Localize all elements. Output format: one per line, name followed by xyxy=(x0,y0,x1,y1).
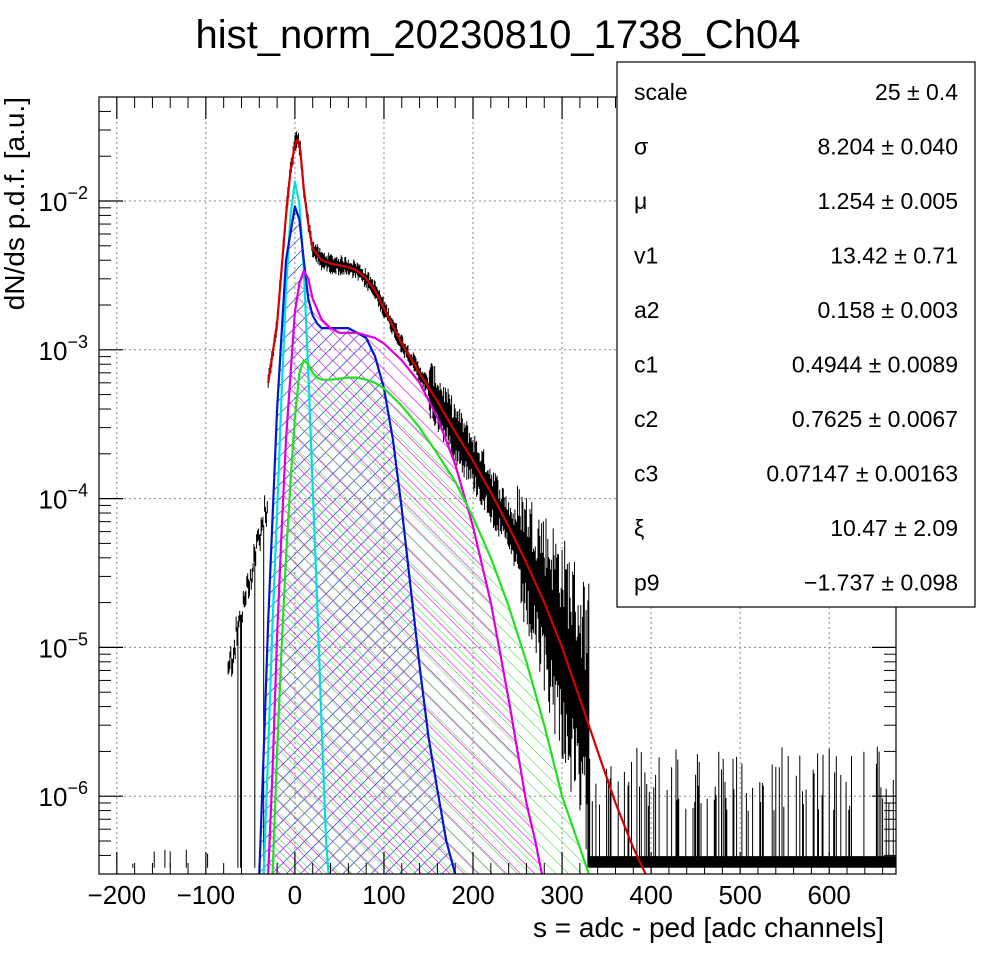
stat-value: 0.7625 ± 0.0067 xyxy=(792,406,958,432)
stat-value: 0.4944 ± 0.0089 xyxy=(792,352,958,378)
x-tick-label: 0 xyxy=(288,880,302,910)
y-tick-mantissa: 10 xyxy=(39,485,68,515)
stat-name: a2 xyxy=(634,297,660,323)
stat-name: v1 xyxy=(634,243,658,269)
x-tick-label: 100 xyxy=(362,880,405,910)
fit-curve-3 xyxy=(267,269,544,874)
stat-value: 0.07147 ± 0.00163 xyxy=(766,461,958,487)
x-tick-label: 200 xyxy=(451,880,494,910)
fit-curve-4 xyxy=(271,359,591,874)
stat-value: −1.737 ± 0.098 xyxy=(804,570,958,596)
fit-curves xyxy=(258,138,647,874)
x-tick-label: 600 xyxy=(808,880,851,910)
stat-name: ξ xyxy=(634,515,644,541)
x-tick-labels: −200 −100 0 100 200 300 400 500 600 xyxy=(88,880,851,910)
fit-stats-box: scale 25 ± 0.4 σ 8.204 ± 0.040 μ 1.254 ± 0.00… xyxy=(616,61,976,608)
x-tick-label: 400 xyxy=(629,880,672,910)
stat-name: p9 xyxy=(634,570,660,596)
y-tick-mantissa: 10 xyxy=(39,187,68,217)
stat-name: σ xyxy=(634,134,648,160)
stat-value: 1.254 ± 0.005 xyxy=(817,188,958,214)
stat-value: 25 ± 0.4 xyxy=(875,79,958,105)
y-axis-label: dN/ds p.d.f. [a.u.] xyxy=(0,97,30,310)
y-tick-exponent: −4 xyxy=(67,481,88,501)
y-tick-mantissa: 10 xyxy=(39,782,68,812)
fit-curve-1 xyxy=(262,180,330,874)
x-tick-label: 300 xyxy=(540,880,583,910)
y-tick-label: 10−4 xyxy=(39,481,88,515)
stat-value: 13.42 ± 0.71 xyxy=(830,243,958,269)
stat-name: c1 xyxy=(634,352,658,378)
y-tick-mantissa: 10 xyxy=(39,633,68,663)
stat-value: 0.158 ± 0.003 xyxy=(817,297,958,323)
x-axis-label: s = adc - ped [adc channels] xyxy=(533,912,884,943)
y-tick-label: 10−2 xyxy=(39,183,88,217)
y-tick-label: 10−5 xyxy=(39,629,88,663)
y-tick-mantissa: 10 xyxy=(39,336,68,366)
stat-name: c2 xyxy=(634,406,658,432)
x-tick-label: 500 xyxy=(718,880,761,910)
y-tick-label: 10−3 xyxy=(39,332,88,366)
y-tick-label: 10−6 xyxy=(39,778,88,812)
y-tick-exponent: −3 xyxy=(67,332,88,352)
stat-name: scale xyxy=(634,79,688,105)
stat-name: μ xyxy=(634,188,647,214)
x-tick-label: −100 xyxy=(177,880,236,910)
y-tick-labels: 10−610−510−410−310−2 xyxy=(39,183,88,812)
fit-curve-0 xyxy=(267,138,647,874)
chart-title: hist_norm_20230810_1738_Ch04 xyxy=(196,13,801,57)
y-tick-exponent: −2 xyxy=(67,183,88,203)
y-tick-exponent: −6 xyxy=(67,778,88,798)
y-tick-exponent: −5 xyxy=(67,629,88,649)
stat-value: 10.47 ± 2.09 xyxy=(830,515,958,541)
fit-curve-2 xyxy=(258,205,457,874)
stat-name: c3 xyxy=(634,461,658,487)
stat-value: 8.204 ± 0.040 xyxy=(817,134,958,160)
x-tick-label: −200 xyxy=(88,880,147,910)
stats-box-frame xyxy=(616,61,976,608)
